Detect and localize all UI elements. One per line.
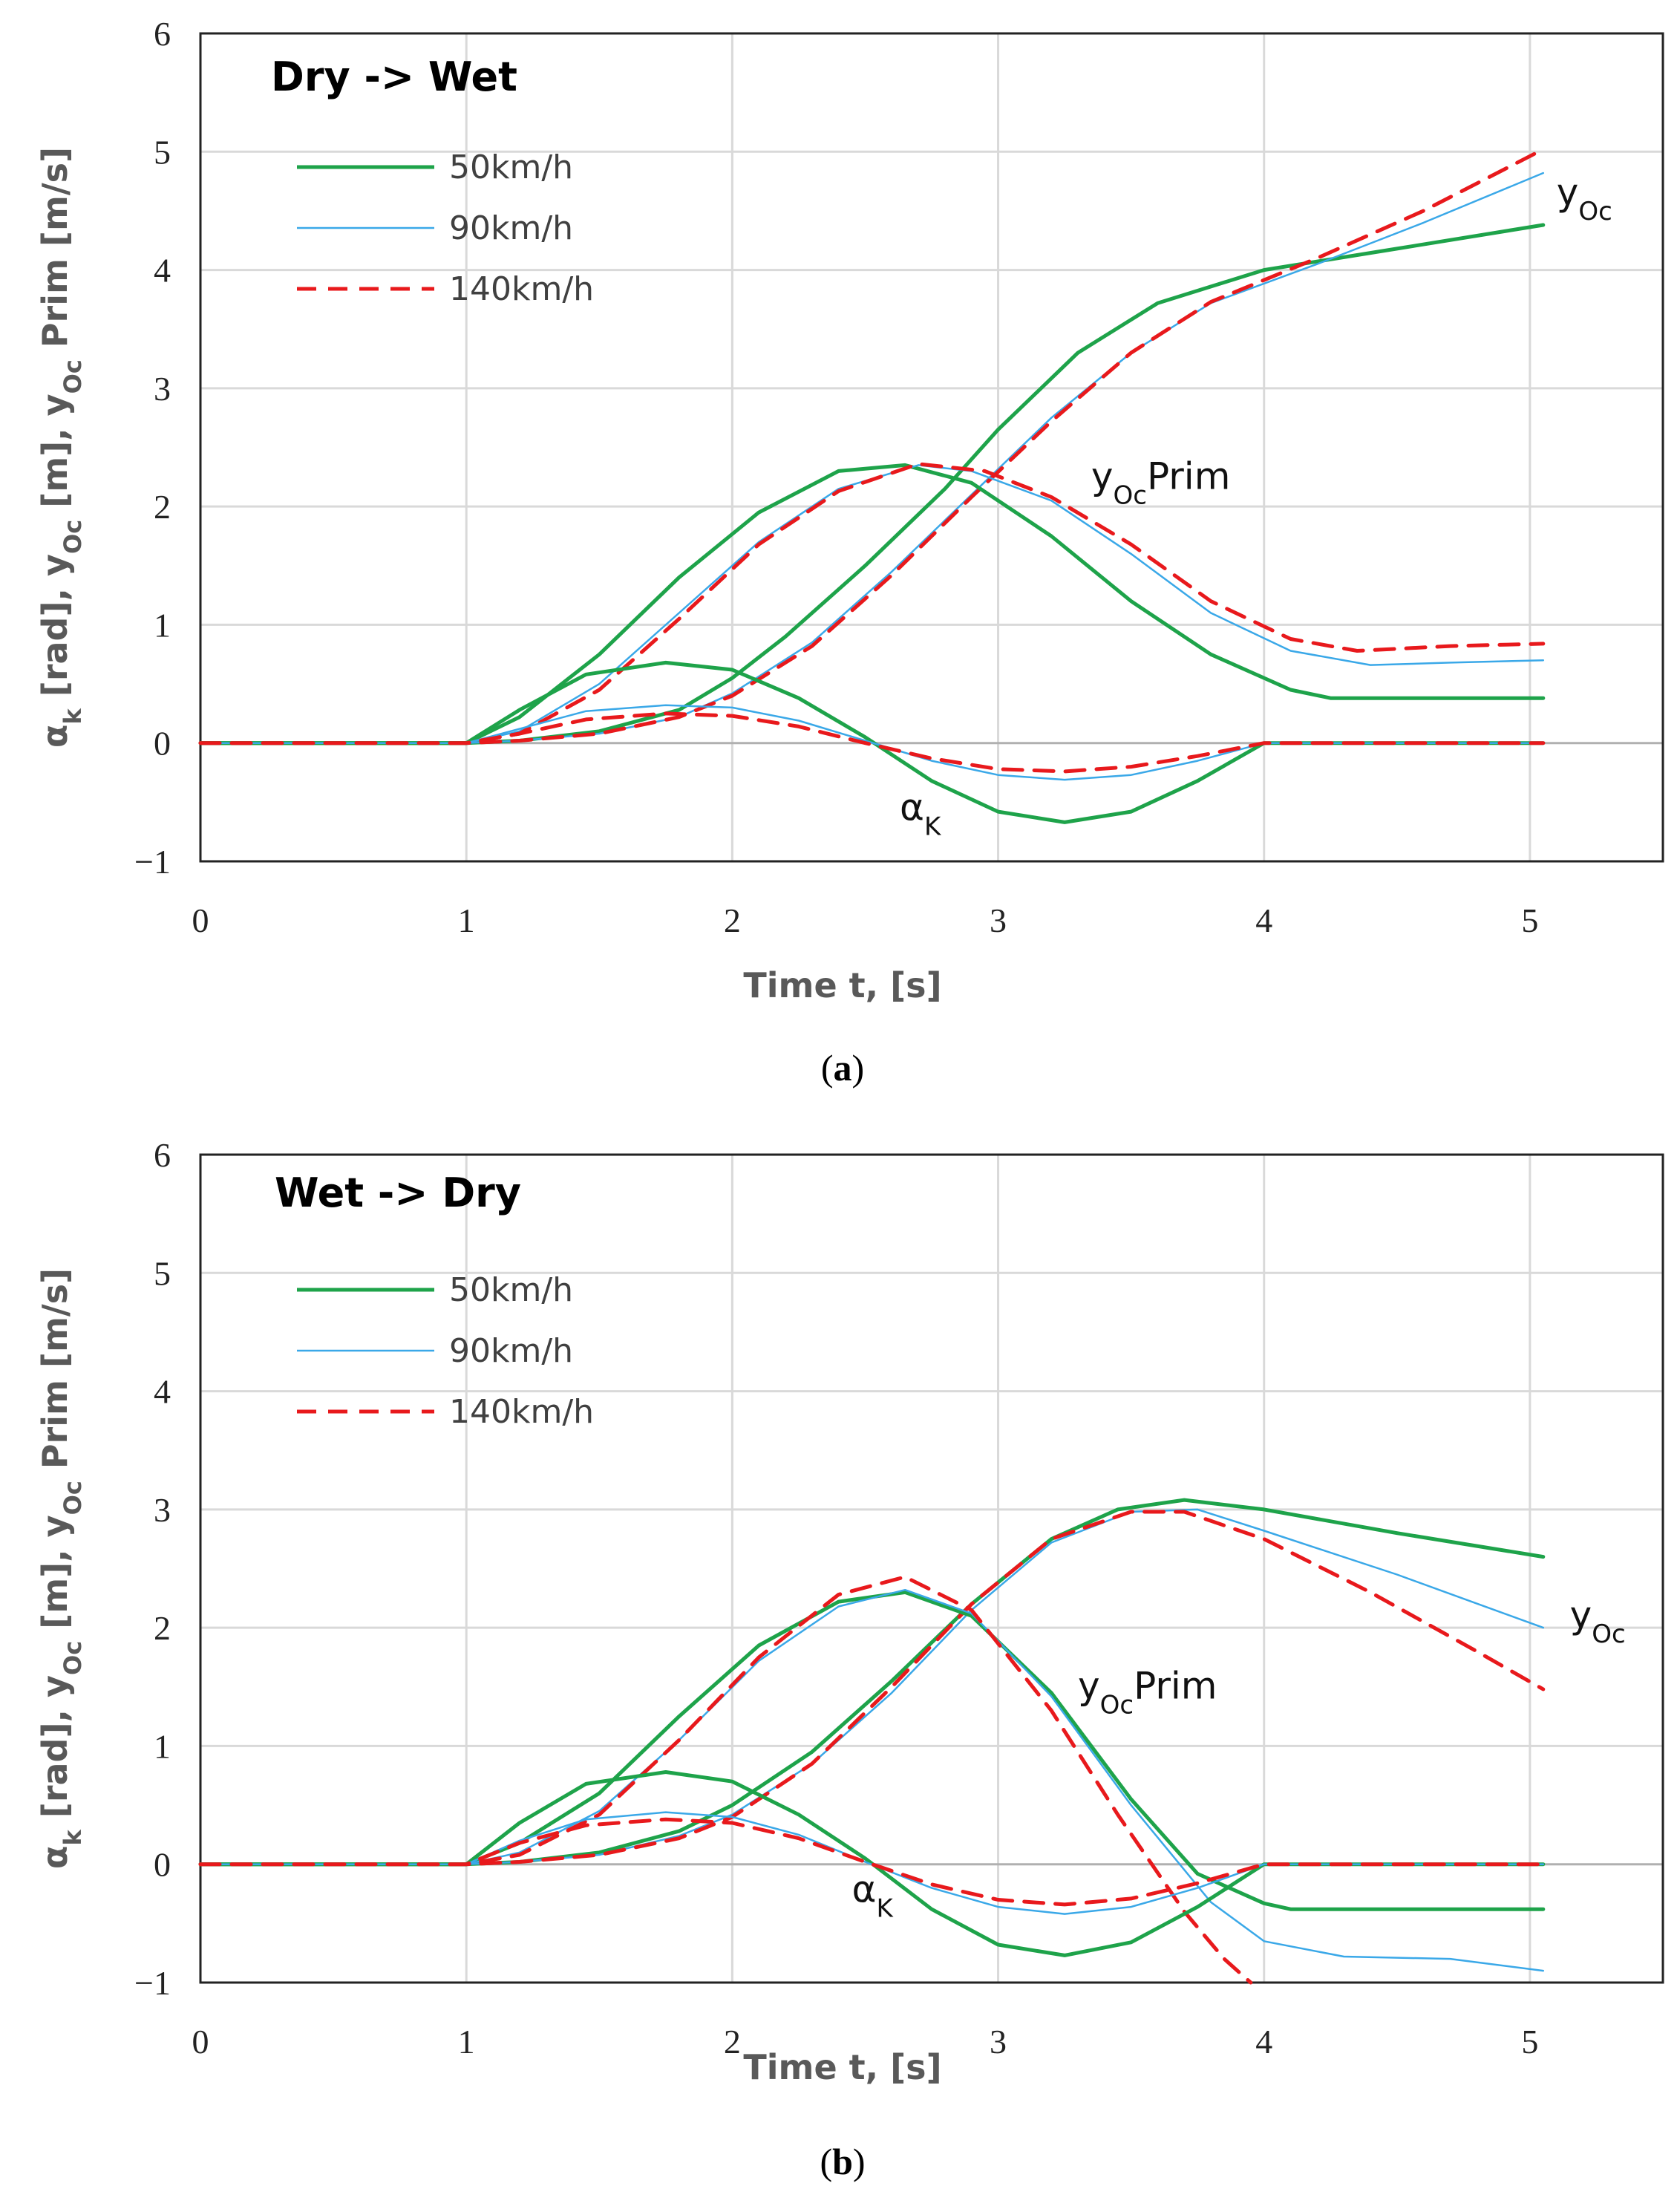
plot-frame bbox=[199, 32, 1664, 863]
plot-frame bbox=[199, 1153, 1664, 1984]
x-tick-label: 5 bbox=[1521, 901, 1538, 939]
x-tick-label: 0 bbox=[192, 901, 209, 939]
series-line-50km-h bbox=[198, 1498, 1546, 1867]
y-axis-label: αk [rad], yOc [m], yOc Prim [m/s] bbox=[35, 147, 87, 748]
curve-annotation: yOc bbox=[1570, 1593, 1626, 1649]
y-tick-label: 6 bbox=[154, 15, 171, 53]
x-tick-label: 4 bbox=[1255, 901, 1272, 939]
series-line-140km-h bbox=[198, 1510, 1546, 1867]
x-tick-label: 2 bbox=[724, 901, 741, 939]
y-tick-label: 1 bbox=[154, 1727, 171, 1765]
panel-title: Dry -> Wet bbox=[271, 53, 517, 100]
series-line-90km-h bbox=[199, 1588, 1545, 1972]
legend: 50km/h 90km/h 140km/h bbox=[297, 149, 594, 308]
y-tick-label: 3 bbox=[154, 1491, 171, 1529]
panel-a: 0 1 2 3 4 5 −1 0 1 2 3 4 5 6 Time t, [s] αk [rad], yOc … bbox=[35, 15, 1664, 1089]
x-axis-label: Time t, [s] bbox=[743, 2047, 941, 2087]
x-tick-label: 2 bbox=[724, 2023, 741, 2061]
legend-label: 50km/h bbox=[449, 149, 573, 186]
y-tick-label: 2 bbox=[154, 488, 171, 526]
series-line-140km-h bbox=[198, 711, 1546, 774]
series-line-140km-h bbox=[198, 147, 1546, 746]
panel-caption: (b) bbox=[820, 2141, 865, 2182]
series-line-50km-h bbox=[198, 463, 1546, 746]
curve-annotation: αK bbox=[900, 786, 942, 841]
x-tick-label: 1 bbox=[458, 901, 475, 939]
legend-label: 90km/h bbox=[449, 209, 573, 247]
gridlines bbox=[200, 1155, 1663, 1983]
y-tick-label: 2 bbox=[154, 1609, 171, 1647]
y-tick-label: −1 bbox=[134, 843, 171, 881]
y-tick-label: 0 bbox=[154, 725, 171, 763]
x-tick-label: 3 bbox=[990, 901, 1007, 939]
y-tick-label: 3 bbox=[154, 370, 171, 408]
x-tick-label: 4 bbox=[1255, 2023, 1272, 2061]
series-line-50km-h bbox=[198, 1770, 1546, 1957]
series-line-50km-h bbox=[198, 660, 1546, 824]
y-axis-label: αk [rad], yOc [m], yOc Prim [m/s] bbox=[35, 1268, 87, 1869]
y-tick-label: 0 bbox=[154, 1846, 171, 1884]
series-lines bbox=[198, 1498, 1546, 1985]
legend-label: 140km/h bbox=[449, 270, 594, 308]
x-tick-label: 1 bbox=[458, 2023, 475, 2061]
series-line-90km-h bbox=[199, 464, 1545, 744]
series-lines bbox=[198, 147, 1546, 824]
y-tick-label: 6 bbox=[154, 1136, 171, 1174]
curve-annotation: yOcPrim bbox=[1091, 454, 1231, 510]
panel-title: Wet -> Dry bbox=[275, 1169, 521, 1216]
series-line-90km-h bbox=[199, 1811, 1545, 1915]
y-tick-label: 4 bbox=[154, 252, 171, 290]
gridlines bbox=[200, 33, 1663, 861]
series-line-90km-h bbox=[199, 1508, 1545, 1865]
legend-label: 50km/h bbox=[449, 1271, 573, 1309]
y-tick-label: 5 bbox=[154, 133, 171, 171]
y-tick-label: 5 bbox=[154, 1254, 171, 1292]
x-axis-label: Time t, [s] bbox=[743, 965, 941, 1005]
curve-annotation: yOcPrim bbox=[1078, 1665, 1217, 1720]
panel-b: 0 1 2 3 4 5 −1 0 1 2 3 4 5 6 Time t, [s] αk [rad], yOc … bbox=[35, 1136, 1664, 2182]
series-line-50km-h bbox=[198, 223, 1546, 746]
y-tick-label: 4 bbox=[154, 1373, 171, 1411]
x-tick-label: 3 bbox=[990, 2023, 1007, 2061]
series-line-140km-h bbox=[198, 1817, 1546, 1907]
series-line-140km-h bbox=[198, 462, 1546, 746]
y-tick-label: 1 bbox=[154, 606, 171, 644]
curve-annotation: yOc bbox=[1557, 171, 1612, 226]
panel-caption: (a) bbox=[821, 1047, 864, 1089]
series-line-50km-h bbox=[198, 1590, 1546, 1911]
y-tick-label: −1 bbox=[134, 1964, 171, 2002]
x-tick-label: 5 bbox=[1521, 2023, 1538, 2061]
x-tick-label: 0 bbox=[192, 2023, 209, 2061]
legend-label: 140km/h bbox=[449, 1393, 594, 1431]
legend-label: 90km/h bbox=[449, 1332, 573, 1370]
legend: 50km/h 90km/h 140km/h bbox=[297, 1271, 594, 1431]
curve-annotation: αK bbox=[852, 1868, 895, 1924]
